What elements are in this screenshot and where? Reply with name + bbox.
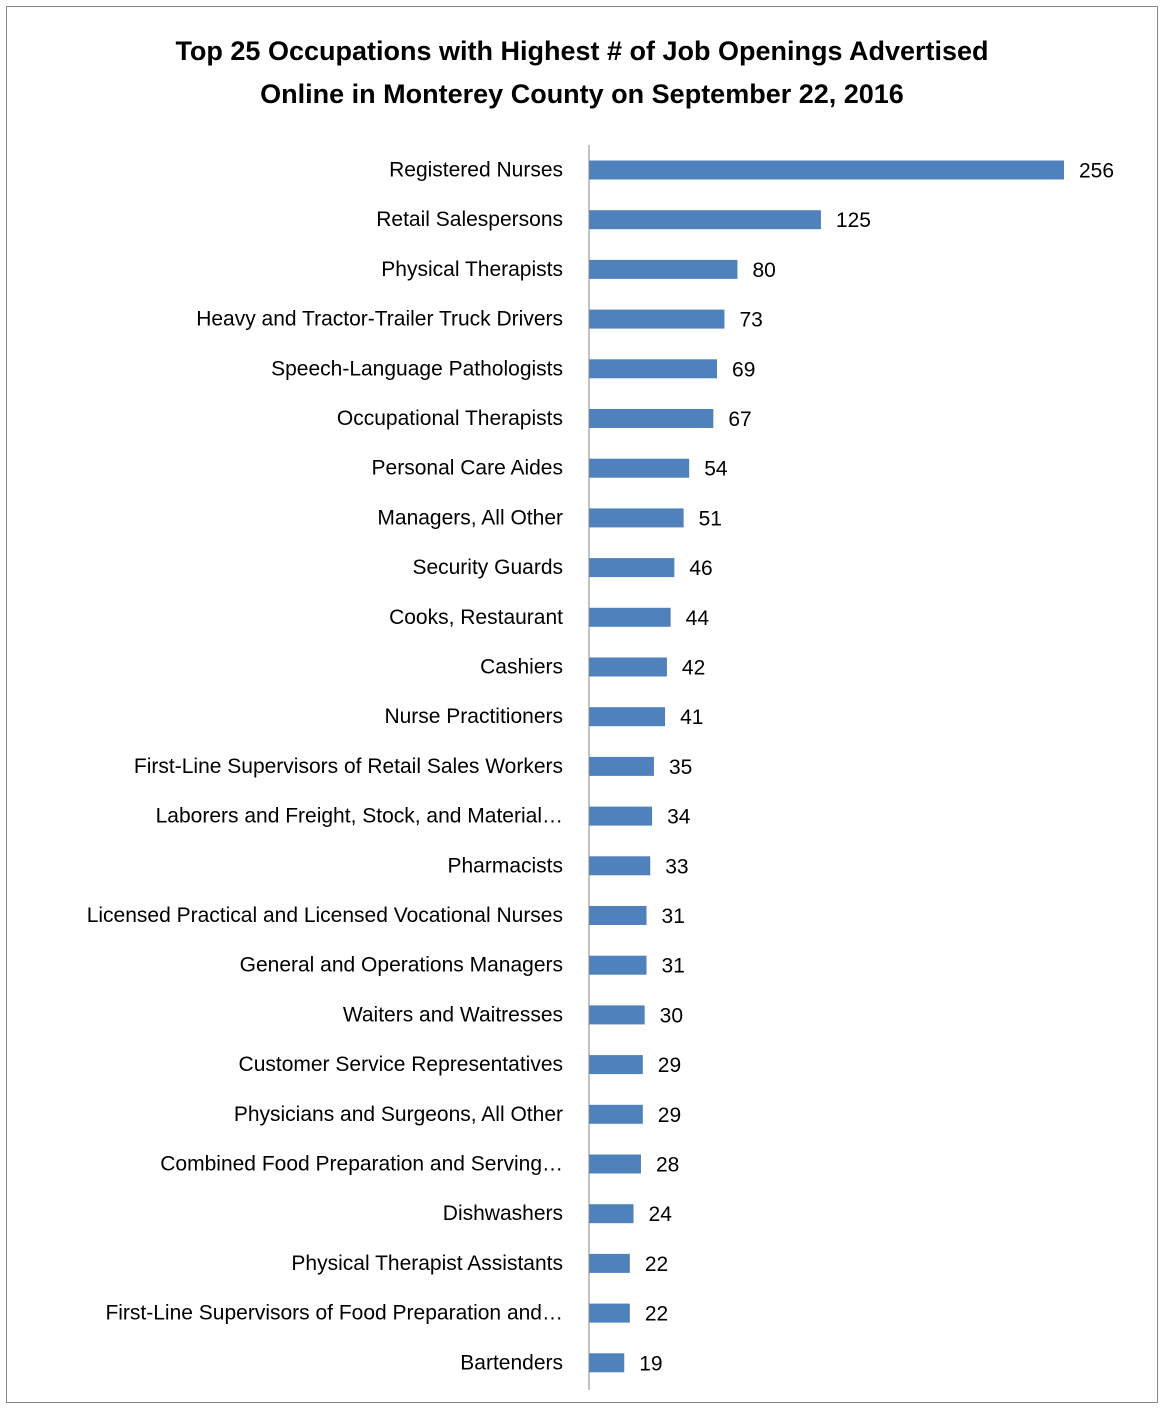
data-label: 51 [699,507,722,530]
bar [589,707,666,727]
data-label: 67 [728,408,751,431]
category-label: Physicians and Surgeons, All Other [234,1103,563,1126]
bar [589,1055,643,1075]
category-label: Laborers and Freight, Stock, and Materia… [156,805,563,828]
bar [589,359,718,379]
bar [589,657,667,677]
bar [589,1204,634,1224]
bar [589,458,690,478]
category-label: Occupational Therapists [337,407,563,430]
bar [589,756,654,776]
chart-title-line-1: Top 25 Occupations with Highest # of Job… [175,36,989,66]
data-label: 80 [752,259,775,282]
category-label: Combined Food Preparation and Serving… [160,1153,563,1176]
category-label: Heavy and Tractor-Trailer Truck Drivers [196,308,563,331]
data-label: 54 [704,458,728,481]
bar [589,856,651,876]
bar [589,806,653,826]
data-label: 34 [667,806,691,829]
data-label: 44 [686,607,710,630]
bar [589,160,1064,180]
data-label: 35 [669,756,692,779]
data-label: 69 [732,358,755,381]
category-label: Physical Therapist Assistants [291,1252,563,1275]
bar [589,558,675,578]
data-label: 256 [1079,160,1114,183]
category-label: Dishwashers [443,1202,563,1225]
bar [589,409,714,428]
category-label: Licensed Practical and Licensed Vocation… [87,904,563,927]
data-label: 33 [665,855,688,878]
data-label: 30 [660,1004,683,1027]
bar [589,1005,645,1025]
data-label: 22 [645,1253,668,1276]
category-label: Bartenders [460,1351,563,1374]
data-label: 29 [658,1054,681,1077]
data-label: 31 [662,905,685,928]
category-label: Customer Service Representatives [239,1053,563,1076]
data-label: 73 [739,309,762,332]
category-label: Registered Nurses [389,159,563,182]
bars-layer: Registered Nurses 256 Retail Salespersons 1… [87,159,1114,1376]
category-label: Pharmacists [447,854,563,877]
category-label: Security Guards [412,556,563,579]
category-label: Personal Care Aides [372,457,563,480]
bar [589,210,821,230]
bar [589,309,725,329]
category-label: Retail Salespersons [376,208,563,231]
category-label: Physical Therapists [381,258,563,281]
bar [589,906,647,925]
chart-title: Top 25 Occupations with Highest # of Job… [0,30,1164,116]
bar [589,1104,643,1124]
category-label: First-Line Supervisors of Food Preparati… [105,1302,563,1325]
category-label: Speech-Language Pathologists [271,357,563,380]
data-label: 42 [682,657,705,680]
bar [589,1154,641,1174]
category-label: Waiters and Waitresses [343,1003,563,1026]
chart-title-line-2: Online in Monterey County on September 2… [260,79,904,109]
bar [589,1253,630,1273]
data-label: 24 [649,1203,673,1226]
data-label: 125 [836,209,871,232]
data-label: 41 [680,706,703,729]
bar [589,508,684,528]
data-label: 28 [656,1154,679,1177]
bar [589,1303,630,1323]
category-label: First-Line Supervisors of Retail Sales W… [134,755,563,778]
category-label: General and Operations Managers [240,954,563,977]
category-label: Cashiers [480,656,563,679]
category-label: Managers, All Other [377,506,563,529]
bar [589,607,671,627]
data-label: 22 [645,1303,668,1326]
bar [589,955,647,975]
bar [589,1353,625,1373]
data-label: 46 [689,557,712,580]
chart-frame [6,6,1158,1403]
data-label: 31 [662,955,685,978]
bar [589,259,738,279]
data-label: 29 [658,1104,681,1127]
data-label: 19 [639,1352,662,1375]
category-label: Nurse Practitioners [384,705,563,728]
category-label: Cooks, Restaurant [389,606,563,629]
